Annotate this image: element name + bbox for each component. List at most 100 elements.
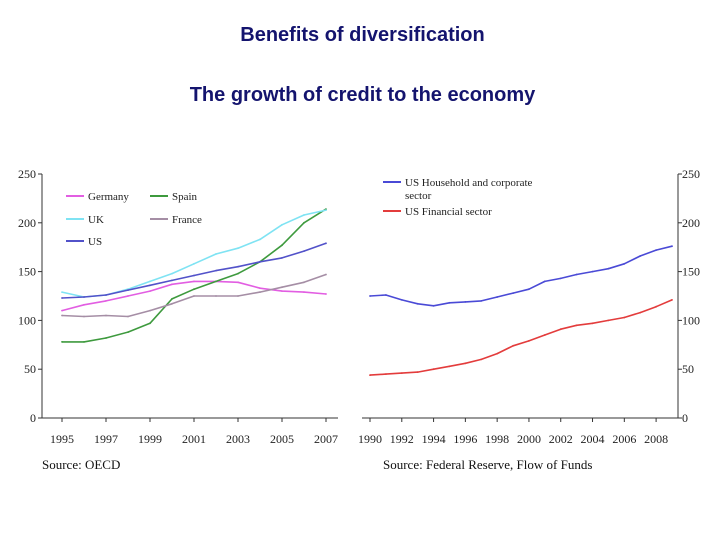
right-series-us-financial-sector-point — [464, 362, 467, 365]
right-series-us-financial-sector-point — [416, 371, 419, 373]
left-series-uk-point — [61, 291, 63, 293]
right-y-tick-label: 200 — [682, 216, 700, 230]
right-y-tick-label: 100 — [682, 313, 700, 327]
left-series-spain-point — [193, 288, 195, 291]
right-legend-label-us-financial-sector: US Financial sector — [405, 206, 492, 218]
right-series-us-household-and-corporate-sector-point — [496, 296, 499, 298]
left-x-tick-label: 2003 — [226, 432, 250, 446]
right-series-us-financial-sector-point — [639, 311, 642, 314]
left-x-tick-label: 2005 — [270, 432, 294, 446]
left-series-uk-point — [237, 247, 239, 250]
right-series-us-household-and-corporate-sector-point — [671, 245, 673, 248]
left-legend-label-uk: UK — [88, 214, 104, 226]
left-series-spain-point — [83, 341, 85, 343]
left-x-tick-label: 1999 — [138, 432, 162, 446]
right-x-tick-label: 2000 — [517, 432, 541, 446]
left-series-france-point — [259, 291, 261, 293]
left-x-tick-label: 1997 — [94, 432, 118, 446]
left-legend-label-spain: Spain — [172, 191, 198, 203]
right-series-us-financial-sector-point — [559, 328, 562, 331]
right-series-us-household-and-corporate-sector-point — [575, 273, 578, 276]
right-x-tick-label: 1990 — [358, 432, 382, 446]
right-series-us-financial-sector-point — [607, 319, 610, 322]
left-series-france-point — [237, 295, 239, 297]
right-series-us-financial-sector-point — [575, 324, 578, 327]
left-series-spain-point — [303, 221, 305, 224]
left-series-spain-point — [281, 244, 283, 247]
left-series-spain-point — [215, 280, 217, 283]
slide-subtitle: The growth of credit to the economy — [189, 84, 536, 106]
right-series-us-household-and-corporate-sector-point — [385, 294, 387, 296]
left-series-germany-point — [171, 283, 173, 286]
left-y-tick-label: 100 — [18, 313, 36, 327]
left-y-tick-label: 200 — [18, 216, 36, 230]
left-series-germany-point — [61, 309, 63, 312]
left-legend-label-france: France — [172, 214, 202, 226]
right-y-tick-label: 50 — [682, 362, 694, 376]
left-series-france-point — [105, 314, 107, 317]
right-series-us-household-and-corporate-sector-point — [543, 280, 546, 283]
left-series-spain-point — [127, 331, 129, 333]
left-series-france-point — [303, 281, 305, 284]
right-y-tick-label: 150 — [682, 265, 700, 279]
right-y-tick-label: 250 — [682, 167, 700, 181]
left-chart-source: Source: OECD — [42, 457, 120, 472]
right-series-us-financial-sector-point — [655, 305, 657, 308]
right-series-us-household-and-corporate-sector-point — [512, 292, 514, 294]
left-series-us-point — [61, 297, 63, 299]
left-series-france-point — [325, 273, 327, 276]
left-series-germany-point — [259, 287, 261, 290]
left-series-us-point — [171, 279, 173, 282]
right-x-tick-label: 1994 — [422, 432, 446, 446]
left-series-germany-point — [83, 303, 85, 306]
oecd-credit-chart: Source: OECD 0 50 100 150 200 250 1995 1997 1999… — [18, 167, 338, 472]
right-series-us-financial-sector-point — [369, 374, 371, 376]
left-series-germany-point — [127, 295, 129, 297]
right-x-tick-label: 1996 — [453, 432, 477, 446]
left-series-uk-point — [259, 238, 261, 241]
left-y-tick-label: 150 — [18, 265, 36, 279]
left-series-us-point — [303, 250, 305, 253]
left-x-tick-label: 2001 — [182, 432, 206, 446]
left-series-spain-point — [149, 322, 151, 325]
left-series-us-point — [149, 284, 151, 287]
left-series-france-point — [61, 314, 63, 317]
left-series-spain-point — [61, 341, 63, 343]
left-series-france-point — [149, 309, 151, 312]
right-x-tick-label: 2002 — [549, 432, 573, 446]
right-series-us-financial-sector-point — [512, 344, 514, 347]
right-series-us-financial-sector-point — [671, 299, 673, 301]
right-series-us-financial-sector-point — [591, 322, 594, 325]
right-series-us-household-and-corporate-sector-point — [480, 300, 483, 302]
right-chart-source: Source: Federal Reserve, Flow of Funds — [383, 457, 592, 472]
left-y-tick-label: 0 — [30, 411, 36, 425]
left-series-us-point — [105, 294, 107, 296]
right-series-us-financial-sector-point — [496, 352, 499, 355]
left-series-france-point — [193, 295, 195, 297]
left-series-germany-point — [325, 293, 327, 295]
left-series-germany-point — [237, 281, 239, 284]
left-series-france-point — [215, 295, 217, 297]
left-series-spain-point — [105, 337, 107, 339]
right-series-us-household-and-corporate-sector-line — [369, 245, 673, 307]
left-series-us-point — [281, 257, 283, 259]
left-x-tick-label: 2007 — [314, 432, 338, 446]
us-credit-chart: Source: Federal Reserve, Flow of Funds 0… — [358, 167, 700, 472]
right-series-us-financial-sector-point — [448, 365, 451, 368]
right-series-us-household-and-corporate-sector-point — [528, 288, 530, 291]
left-series-uk-point — [193, 262, 195, 265]
right-series-us-financial-sector-point — [432, 368, 435, 371]
left-series-uk-point — [325, 209, 327, 212]
right-series-us-household-and-corporate-sector-point — [639, 255, 642, 257]
left-series-us-point — [325, 242, 327, 245]
left-series-germany-point — [149, 290, 151, 292]
right-series-us-household-and-corporate-sector-point — [432, 304, 435, 307]
right-series-us-financial-sector-point — [528, 340, 530, 342]
right-series-us-household-and-corporate-sector-point — [591, 270, 594, 273]
right-legend-label-us-household-and-corporate-sector: US Household and corporate — [405, 177, 533, 189]
left-series-france-point — [127, 315, 129, 318]
right-series-us-household-and-corporate-sector-point — [369, 295, 371, 297]
left-y-tick-label: 50 — [24, 362, 36, 376]
right-series-us-household-and-corporate-sector-point — [559, 277, 562, 280]
left-series-uk-point — [303, 214, 305, 216]
